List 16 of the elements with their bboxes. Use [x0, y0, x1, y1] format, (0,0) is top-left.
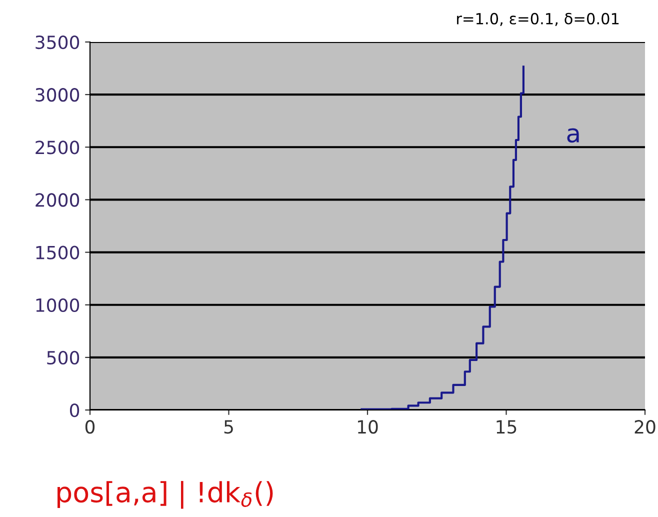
y-tick-label: 3500 — [36, 35, 80, 50]
y-tick-label: 1500 — [36, 246, 80, 260]
y-tick-label: 2500 — [36, 140, 80, 154]
y-tick-label: 0 — [70, 403, 80, 418]
x-tick-label: 15 — [496, 420, 516, 434]
x-tick-label: 0 — [85, 420, 95, 434]
x-tick-label: 20 — [634, 420, 656, 434]
y-tick-label: 2000 — [36, 193, 80, 207]
x-tick-label: 5 — [224, 420, 233, 434]
y-tick-label: 500 — [47, 350, 80, 365]
x-tick-label: 10 — [358, 420, 378, 434]
x-axis-title: pos[a,a] | !dk$_{δ}$() — [58, 480, 273, 509]
series-label: a — [567, 128, 579, 143]
text: r=1.0, ε=0.1, δ=0.01 — [457, 12, 619, 26]
y-tick-label: 3000 — [36, 88, 80, 102]
y-tick-label: 1000 — [36, 298, 80, 312]
